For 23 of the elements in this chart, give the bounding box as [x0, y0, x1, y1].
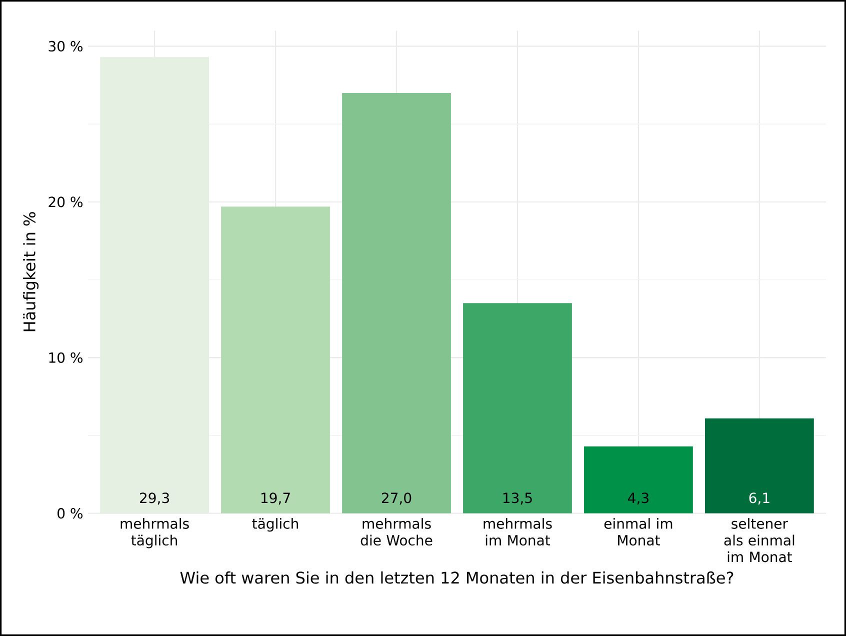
data-label: 27,0	[382, 492, 412, 505]
bar	[221, 206, 330, 514]
data-label: 19,7	[261, 492, 290, 505]
y-axis-title: Häufigkeit in %	[23, 212, 39, 332]
data-label: 4,3	[628, 492, 648, 505]
bar	[584, 446, 693, 514]
x-tick-label: mehrmals im Monat	[484, 518, 552, 546]
x-tick-label: einmal im Monat	[604, 518, 672, 546]
bar	[705, 418, 814, 514]
bar	[463, 303, 572, 514]
data-label: 29,3	[140, 492, 169, 505]
x-tick-label: mehrmals täglich	[120, 518, 189, 548]
x-axis-title: Wie oft waren Sie in den letzten 12 Monaten in der Eisenbahnstraße?	[180, 571, 734, 584]
x-tick-label: seltener als einmal im Monat	[724, 518, 794, 562]
y-tick-label: 30 %	[48, 40, 82, 52]
y-tick-label: 10 %	[49, 352, 82, 363]
y-tick-label: 0 %	[58, 508, 82, 519]
x-tick-label: mehrmals die Woche	[360, 518, 432, 546]
y-tick-label: 20 %	[48, 196, 82, 208]
data-label: 13,5	[503, 492, 532, 505]
data-label: 6,1	[749, 492, 770, 505]
x-tick-label: täglich	[252, 518, 298, 532]
bar	[342, 92, 451, 514]
